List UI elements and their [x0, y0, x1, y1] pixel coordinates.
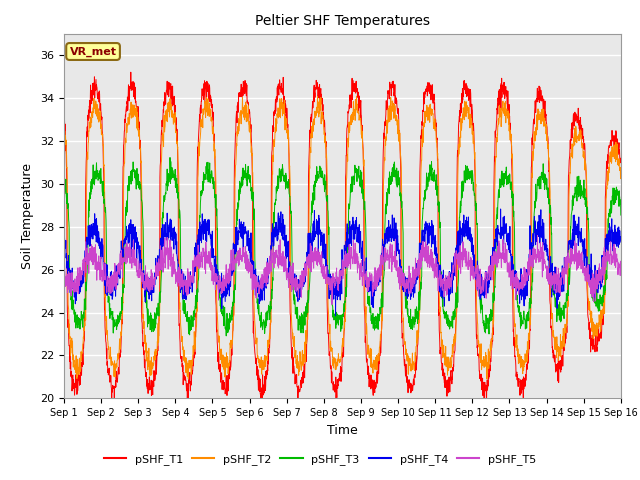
pSHF_T3: [617, 212, 625, 218]
pSHF_T2: [216, 334, 223, 340]
pSHF_T1: [505, 109, 513, 115]
pSHF_T1: [216, 369, 223, 374]
pSHF_T1: [483, 403, 490, 409]
pSHF_T5: [216, 273, 223, 278]
pSHF_T1: [371, 390, 379, 396]
pSHF_T4: [359, 263, 367, 268]
pSHF_T4: [60, 239, 68, 244]
pSHF_T2: [60, 131, 68, 137]
pSHF_T3: [568, 207, 576, 213]
pSHF_T4: [332, 313, 339, 319]
pSHF_T4: [216, 289, 223, 295]
pSHF_T5: [371, 277, 379, 283]
Line: pSHF_T4: pSHF_T4: [64, 209, 621, 316]
pSHF_T4: [617, 239, 625, 245]
pSHF_T3: [222, 333, 230, 339]
pSHF_T5: [534, 233, 541, 239]
pSHF_T4: [584, 269, 591, 275]
Y-axis label: Soil Temperature: Soil Temperature: [22, 163, 35, 269]
pSHF_T1: [568, 135, 576, 141]
pSHF_T1: [359, 139, 367, 144]
pSHF_T2: [483, 376, 491, 382]
Line: pSHF_T1: pSHF_T1: [64, 72, 621, 406]
pSHF_T3: [60, 184, 68, 190]
Text: VR_met: VR_met: [70, 47, 116, 57]
pSHF_T5: [328, 301, 336, 307]
pSHF_T5: [504, 262, 512, 268]
pSHF_T5: [359, 275, 367, 280]
pSHF_T2: [568, 141, 576, 147]
pSHF_T3: [505, 177, 513, 182]
pSHF_T5: [584, 273, 591, 279]
pSHF_T5: [568, 246, 576, 252]
Line: pSHF_T3: pSHF_T3: [64, 157, 621, 336]
pSHF_T3: [166, 155, 174, 160]
pSHF_T2: [371, 359, 379, 365]
pSHF_T3: [584, 204, 591, 210]
X-axis label: Time: Time: [327, 424, 358, 437]
pSHF_T4: [568, 233, 576, 239]
pSHF_T5: [617, 266, 625, 272]
pSHF_T4: [371, 283, 379, 289]
pSHF_T2: [505, 121, 513, 127]
pSHF_T2: [617, 167, 625, 173]
pSHF_T2: [584, 266, 591, 272]
pSHF_T1: [60, 119, 68, 124]
pSHF_T2: [353, 93, 360, 99]
pSHF_T1: [127, 69, 134, 75]
pSHF_T4: [497, 206, 504, 212]
pSHF_T3: [371, 325, 379, 331]
pSHF_T1: [584, 298, 591, 304]
pSHF_T1: [617, 156, 625, 161]
pSHF_T5: [60, 265, 68, 271]
Line: pSHF_T2: pSHF_T2: [64, 96, 621, 379]
pSHF_T2: [359, 144, 367, 150]
Legend: pSHF_T1, pSHF_T2, pSHF_T3, pSHF_T4, pSHF_T5: pSHF_T1, pSHF_T2, pSHF_T3, pSHF_T4, pSHF…: [99, 450, 541, 469]
Line: pSHF_T5: pSHF_T5: [64, 236, 621, 304]
pSHF_T4: [505, 246, 513, 252]
pSHF_T3: [216, 284, 223, 290]
Title: Peltier SHF Temperatures: Peltier SHF Temperatures: [255, 14, 430, 28]
pSHF_T3: [359, 192, 367, 198]
